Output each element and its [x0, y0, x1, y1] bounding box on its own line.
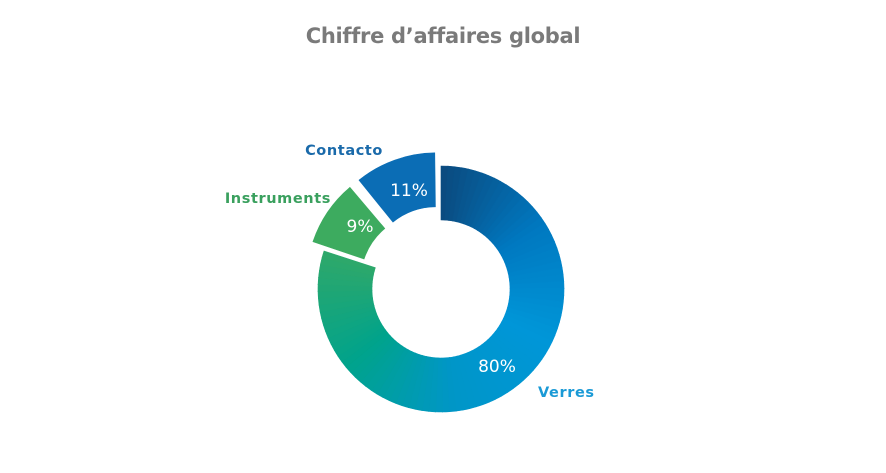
slice-label-contacto: Contacto [305, 143, 383, 159]
value-label-contacto: 11% [390, 181, 428, 201]
chart-title: Chiffre d’affaires global [305, 24, 581, 48]
slice-label-instruments: Instruments [225, 191, 331, 207]
donut-slice-instruments [312, 186, 386, 260]
slice-label-verres: Verres [538, 385, 595, 401]
donut-slice-verres-segment [321, 250, 376, 272]
value-label-verres: 80% [478, 357, 516, 377]
value-label-instruments: 9% [347, 217, 374, 237]
donut-slice-contacto [358, 152, 436, 223]
